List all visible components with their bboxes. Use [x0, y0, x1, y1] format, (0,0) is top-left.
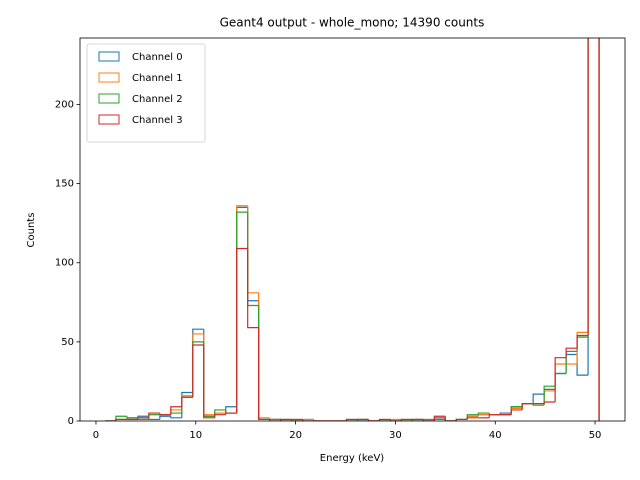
y-tick-label: 150 — [55, 179, 74, 190]
histogram-bin — [159, 415, 171, 420]
histogram-bin — [510, 409, 523, 415]
histogram-bin — [378, 418, 391, 421]
x-axis-label: Energy (keV) — [320, 453, 385, 464]
y-axis-label: Counts — [26, 213, 37, 248]
legend: Channel 0 Channel 1 Channel 2 Channel 3 — [86, 43, 206, 143]
x-tick-label: 20 — [289, 430, 302, 441]
histogram-bin — [115, 418, 127, 421]
legend-swatch — [98, 72, 120, 83]
histogram-bin — [214, 414, 226, 418]
legend-swatch — [98, 93, 120, 104]
legend-label: Channel 1 — [132, 73, 183, 84]
chart-title: Geant4 output - whole_mono; 14390 counts — [220, 16, 485, 30]
histogram-bin — [170, 406, 182, 415]
histogram-bin — [576, 331, 589, 365]
histogram-bin — [400, 418, 413, 421]
histogram-bin — [422, 419, 435, 421]
histogram-bin — [565, 347, 578, 358]
histogram-bin — [280, 418, 292, 421]
x-tick-label: 30 — [389, 430, 402, 441]
histogram-bin — [433, 415, 446, 421]
histogram-bin — [312, 419, 325, 421]
histogram-bin — [554, 357, 567, 403]
histogram-bin — [389, 419, 402, 421]
histogram-bin — [137, 417, 149, 420]
y-tick-label: 0 — [68, 416, 74, 427]
histogram-bin — [148, 412, 160, 418]
y-tick-label: 100 — [55, 258, 74, 269]
legend-swatch — [98, 51, 120, 62]
plot-area — [104, 38, 600, 421]
legend-label: Channel 3 — [132, 115, 183, 126]
histogram-bin — [301, 419, 314, 421]
histogram-bin — [225, 412, 237, 415]
histogram-bin — [345, 418, 358, 421]
y-tick-label: 200 — [55, 99, 74, 110]
y-tick-label: 50 — [61, 337, 74, 348]
histogram-bin — [236, 247, 248, 414]
histogram-bin — [247, 248, 259, 329]
histogram-bin — [521, 402, 534, 410]
histogram-bin — [444, 416, 457, 421]
x-tick-label: 10 — [189, 430, 202, 441]
histogram-bin — [181, 396, 193, 407]
legend-label: Channel 2 — [132, 94, 183, 105]
axes: 0 10 20 30 40 50 0 50 100 150 200 — [55, 37, 626, 441]
histogram-bin — [159, 413, 171, 416]
x-tick-label: 0 — [93, 430, 99, 441]
x-tick-label: 50 — [589, 430, 602, 441]
histogram-bin — [192, 344, 204, 398]
histogram-bin — [576, 334, 589, 349]
histogram-bin — [543, 385, 556, 406]
histogram-bin — [170, 416, 182, 419]
histogram-bin — [269, 419, 281, 421]
legend-swatch — [98, 114, 120, 125]
histogram-bin — [477, 412, 490, 415]
axes-frame — [79, 37, 626, 422]
x-tick-label: 40 — [489, 430, 502, 441]
histogram-bin — [126, 416, 138, 419]
histogram-bin — [543, 401, 556, 404]
histogram-bin — [258, 327, 270, 421]
histogram-bin — [488, 414, 501, 418]
histogram-bin — [367, 419, 380, 421]
histogram-bin — [203, 345, 215, 419]
legend-label: Channel 0 — [132, 52, 183, 63]
legend-box — [86, 43, 206, 143]
histogram-bin — [455, 418, 468, 421]
histogram-bin — [466, 417, 479, 420]
histogram-bin — [532, 393, 545, 404]
